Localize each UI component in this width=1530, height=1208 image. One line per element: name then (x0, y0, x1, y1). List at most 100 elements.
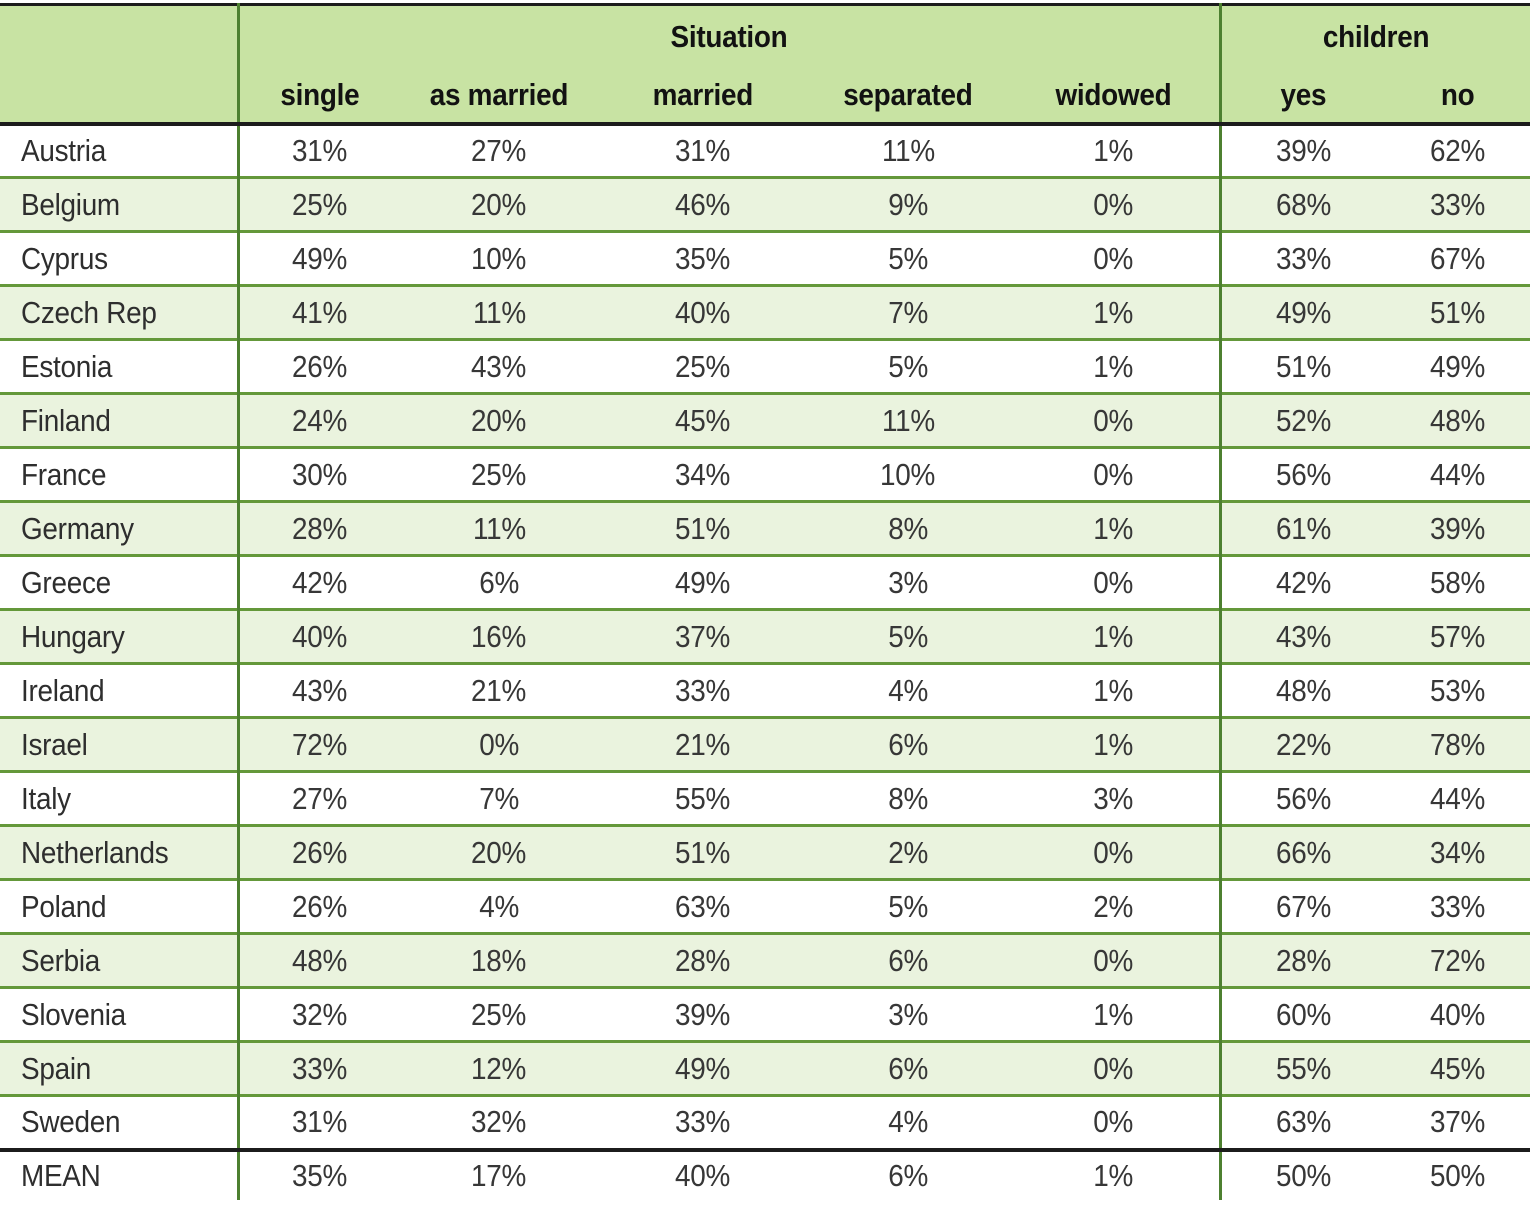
value-cell: 52% (1220, 394, 1385, 448)
value-text: 17% (471, 1157, 527, 1193)
value-text: 39% (1429, 510, 1486, 546)
value-cell: 32% (400, 1096, 598, 1150)
value-text: 11% (881, 402, 935, 438)
value-cell: 31% (238, 1096, 400, 1150)
country-cell: France (0, 447, 240, 502)
country-label: Serbia (21, 942, 101, 978)
value-text: 0% (1093, 1104, 1134, 1140)
value-cell: 72% (1385, 934, 1530, 988)
value-text: 35% (292, 1157, 348, 1193)
value-cell: 1% (1008, 501, 1222, 556)
value-cell: 6% (400, 556, 598, 610)
value-text: 48% (1429, 402, 1486, 438)
value-text: 6% (888, 726, 928, 762)
table-body: Austria 31% 27% 31% 11% 1% 39% 62% Belgium 25% 20%… (0, 123, 1530, 1200)
value-cell: 33% (238, 1042, 400, 1096)
value-cell: 11% (400, 286, 598, 340)
value-cell: 55% (598, 772, 808, 826)
country-label: Czech Rep (21, 294, 157, 330)
value-text: 0% (1093, 942, 1134, 978)
value-text: 1% (1093, 726, 1134, 762)
value-text: 5% (888, 618, 928, 654)
value-cell: 49% (598, 556, 808, 610)
country-cell: Netherlands (0, 825, 240, 880)
value-text: 37% (1429, 1104, 1486, 1140)
value-cell: 11% (808, 394, 1008, 448)
column-header-row: single as married married separated wido… (0, 68, 1530, 126)
value-text: 6% (479, 564, 519, 600)
value-text: 40% (675, 294, 731, 330)
value-text: 3% (1093, 780, 1134, 816)
group-header-situation: Situation (238, 4, 1222, 69)
table-row: Germany 28% 11% 51% 8% 1% 61% 39% (0, 501, 1530, 556)
value-cell: 0% (1008, 933, 1222, 988)
value-cell: 44% (1385, 448, 1530, 502)
column-header-as-married: as married (400, 68, 598, 126)
value-text: 0% (1093, 240, 1134, 276)
country-cell: Estonia (0, 339, 240, 394)
value-cell: 10% (400, 232, 598, 286)
value-cell: 50% (1220, 1150, 1385, 1200)
value-text: 43% (292, 672, 348, 708)
country-label: Slovenia (21, 996, 126, 1032)
value-cell: 60% (1220, 988, 1385, 1042)
value-cell: 28% (598, 934, 808, 988)
table-row: Cyprus 49% 10% 35% 5% 0% 33% 67% (0, 231, 1530, 286)
value-text: 33% (292, 1050, 348, 1086)
value-text: 1% (1093, 132, 1134, 168)
table-row: Italy 27% 7% 55% 8% 3% 56% 44% (0, 771, 1530, 826)
table-row: Poland 26% 4% 63% 5% 2% 67% 33% (0, 879, 1530, 934)
country-label: Germany (21, 510, 134, 546)
value-cell: 24% (238, 394, 400, 448)
value-cell: 3% (808, 988, 1008, 1042)
value-text: 40% (1429, 996, 1486, 1032)
value-text: 34% (675, 456, 731, 492)
value-cell: 50% (1385, 1150, 1530, 1200)
value-text: 45% (675, 402, 731, 438)
value-text: 0% (1093, 186, 1134, 222)
value-cell: 2% (808, 826, 1008, 880)
value-text: 0% (1093, 456, 1134, 492)
value-cell: 34% (598, 448, 808, 502)
value-text: 4% (479, 888, 519, 924)
group-header-row: Situation children (0, 4, 1530, 69)
value-text: 2% (888, 834, 928, 870)
value-text: 8% (888, 780, 928, 816)
value-cell: 56% (1220, 772, 1385, 826)
value-cell: 48% (1220, 664, 1385, 718)
value-text: 10% (880, 456, 936, 492)
value-cell: 1% (1008, 1149, 1222, 1200)
table-row: Estonia 26% 43% 25% 5% 1% 51% 49% (0, 339, 1530, 394)
value-text: 5% (888, 888, 928, 924)
value-text: 1% (1093, 348, 1134, 384)
value-cell: 1% (1008, 663, 1222, 718)
value-text: 72% (1429, 942, 1486, 978)
value-cell: 6% (808, 1150, 1008, 1200)
value-cell: 18% (400, 934, 598, 988)
value-cell: 37% (1385, 1096, 1530, 1150)
value-text: 28% (675, 942, 731, 978)
value-text: 57% (1429, 618, 1486, 654)
value-cell: 5% (808, 880, 1008, 934)
value-text: 49% (675, 564, 731, 600)
country-label: Austria (21, 132, 106, 168)
value-text: 31% (292, 132, 348, 168)
value-cell: 21% (400, 664, 598, 718)
value-text: 56% (1275, 780, 1331, 816)
value-text: 6% (888, 1157, 928, 1193)
value-text: 26% (292, 888, 348, 924)
value-text: 42% (292, 564, 348, 600)
value-text: 7% (888, 294, 928, 330)
value-text: 51% (1429, 294, 1486, 330)
value-text: 16% (471, 618, 527, 654)
value-cell: 3% (1008, 771, 1222, 826)
column-header-separated: separated (808, 68, 1008, 126)
value-text: 22% (1275, 726, 1331, 762)
value-cell: 0% (1008, 1095, 1222, 1150)
value-cell: 0% (1008, 825, 1222, 880)
value-text: 49% (1275, 294, 1331, 330)
value-text: 11% (472, 294, 526, 330)
value-cell: 8% (808, 772, 1008, 826)
value-text: 63% (1275, 1104, 1331, 1140)
value-cell: 20% (400, 178, 598, 232)
